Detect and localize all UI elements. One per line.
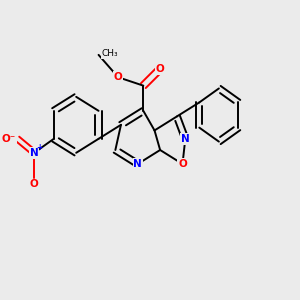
Text: N: N <box>181 134 190 144</box>
Text: O⁻: O⁻ <box>2 134 16 144</box>
Text: O: O <box>156 64 164 74</box>
Text: N: N <box>134 159 142 169</box>
Text: CH₃: CH₃ <box>101 49 118 58</box>
Text: O: O <box>30 179 39 189</box>
Text: O: O <box>178 159 187 169</box>
Text: O: O <box>114 72 122 82</box>
Text: N: N <box>30 148 39 158</box>
Text: +: + <box>36 143 42 152</box>
